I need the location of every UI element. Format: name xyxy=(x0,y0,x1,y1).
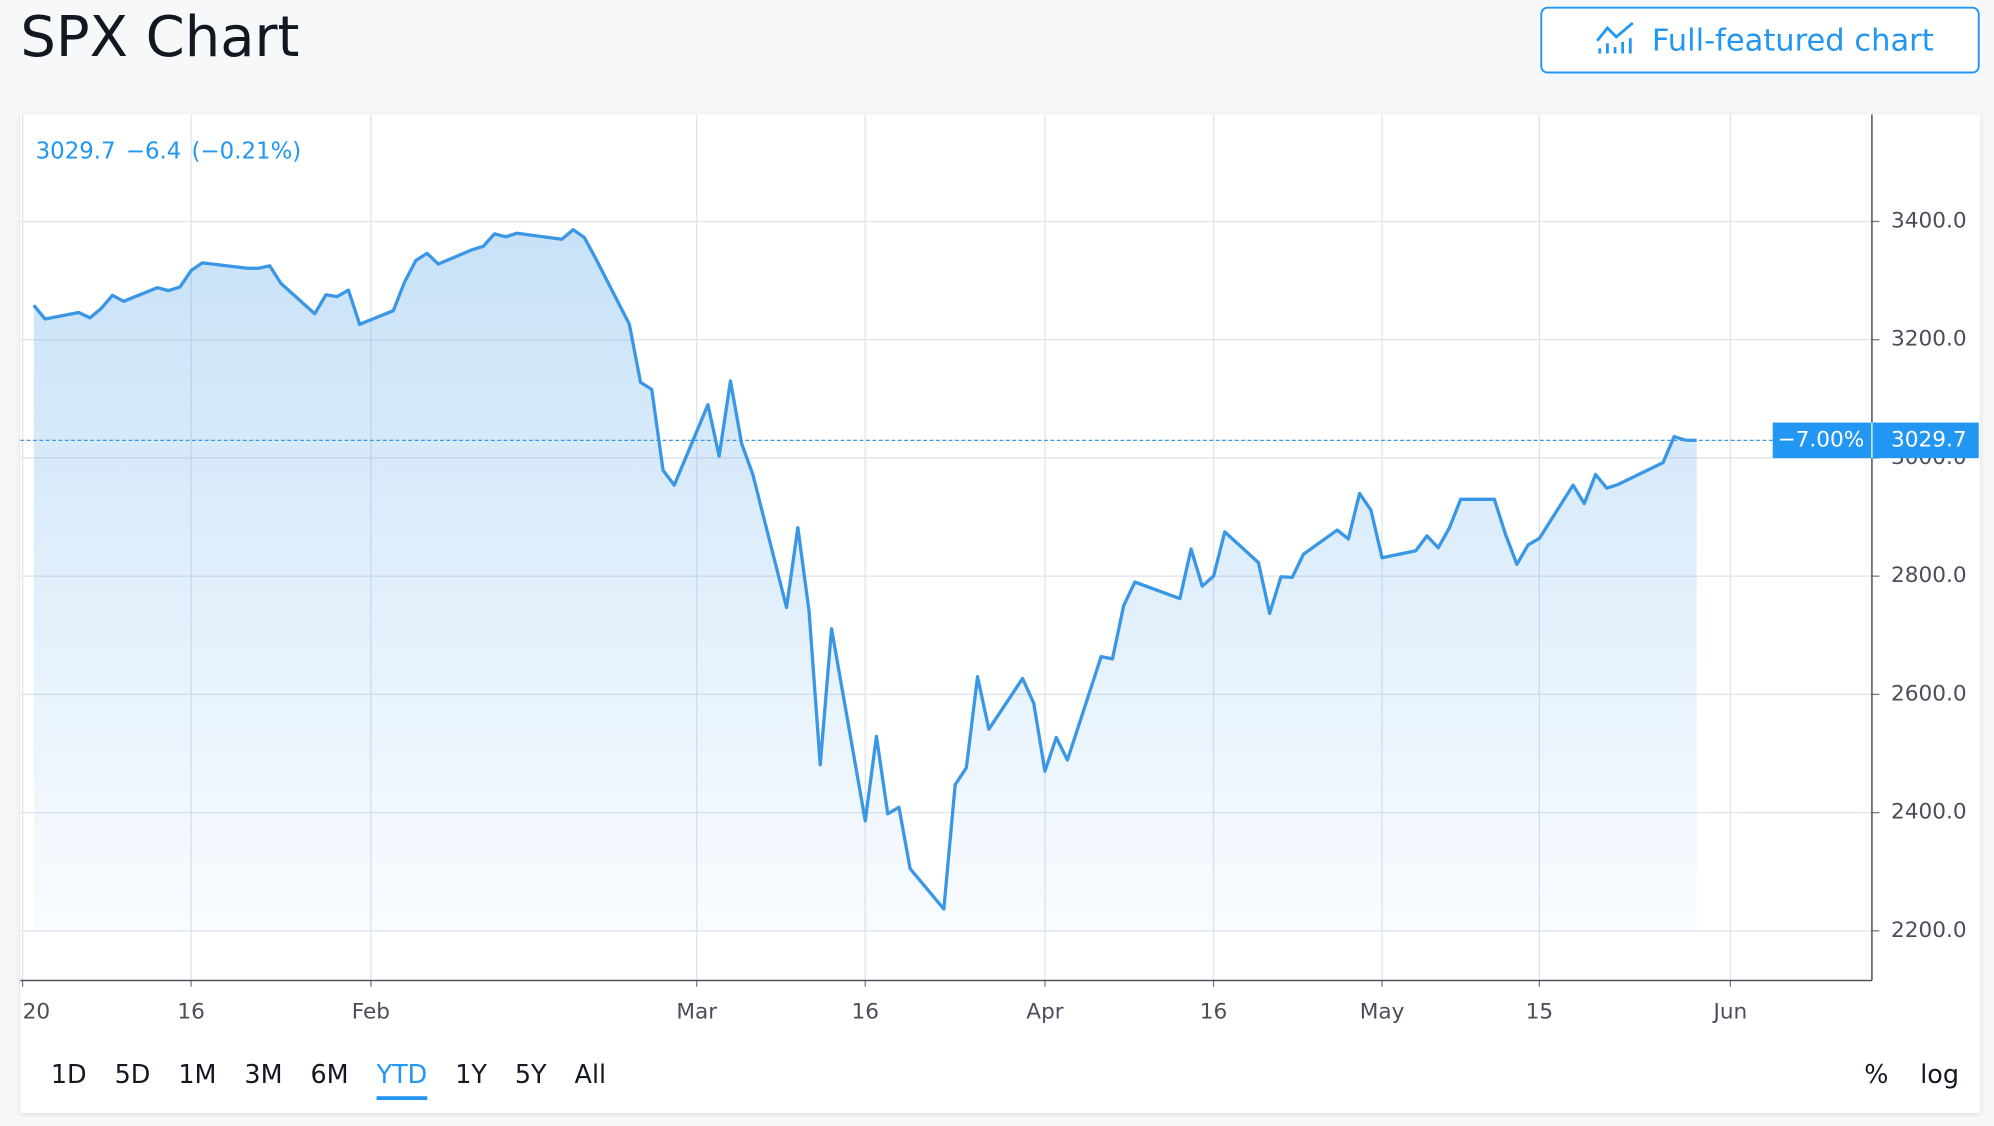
plot: 2200.02400.02600.02800.03000.03200.03400… xyxy=(20,114,1979,1101)
price-line xyxy=(32,228,1697,911)
button-label[interactable]: Full-featured chart xyxy=(1652,23,1934,58)
y-tick-label: 2800.0 xyxy=(1891,563,1967,588)
x-tick-label: 16 xyxy=(1200,999,1228,1024)
range-button[interactable]: 1Y xyxy=(455,1059,487,1089)
y-tick-label: 2400.0 xyxy=(1891,800,1967,825)
legend-last: 3029.7 xyxy=(36,138,116,164)
full-chart-button[interactable]: Full-featured chart xyxy=(1540,6,1980,74)
x-tick-label: 16 xyxy=(851,999,879,1024)
range-button[interactable]: 5Y xyxy=(515,1059,547,1089)
x-tick-label: 15 xyxy=(1526,999,1554,1024)
chart-icon xyxy=(1596,21,1634,54)
range-button[interactable]: 1D xyxy=(51,1059,87,1089)
x-tick-label: Mar xyxy=(676,999,717,1024)
range-button[interactable]: 1M xyxy=(178,1059,216,1089)
y-tick-label: 3400.0 xyxy=(1891,208,1967,233)
y-tick-label: 2200.0 xyxy=(1891,918,1967,943)
range-button[interactable]: 5D xyxy=(115,1059,151,1089)
range-button[interactable]: 6M xyxy=(310,1059,348,1089)
last-price-box xyxy=(1772,422,1979,459)
range-button[interactable]: 3M xyxy=(244,1059,282,1089)
y-tick-label: 2600.0 xyxy=(1891,681,1967,706)
range-button[interactable]: All xyxy=(575,1059,607,1089)
x-tick-label: Apr xyxy=(1026,999,1063,1024)
x-tick-label: 20 xyxy=(23,999,51,1024)
header-legend: 3029.7 −6.4 (−0.21%) xyxy=(36,138,302,164)
y-tick-label: 3200.0 xyxy=(1891,327,1967,352)
x-tick-label: Feb xyxy=(352,999,390,1024)
scale-option[interactable]: % xyxy=(1864,1059,1888,1089)
x-tick-label: Jun xyxy=(1711,999,1747,1024)
change-label: −7.00% xyxy=(1778,427,1865,452)
legend-change_pct: (−0.21%) xyxy=(192,138,302,164)
button-frame[interactable] xyxy=(1540,6,1980,74)
range-button[interactable]: YTD xyxy=(376,1059,428,1089)
x-tick-label: May xyxy=(1360,999,1405,1024)
x-tick-label: 16 xyxy=(177,999,205,1024)
last-price-label: 3029.7 xyxy=(1891,427,1967,452)
page-title: SPX Chart xyxy=(20,5,299,70)
area xyxy=(33,229,1697,933)
active-underline xyxy=(376,1096,428,1101)
legend-change: −6.4 xyxy=(126,138,182,164)
scale-option[interactable]: log xyxy=(1920,1059,1959,1089)
